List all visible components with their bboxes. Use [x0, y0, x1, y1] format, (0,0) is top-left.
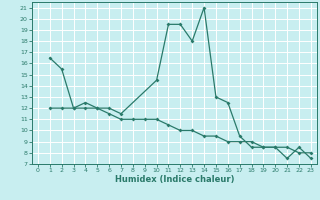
X-axis label: Humidex (Indice chaleur): Humidex (Indice chaleur): [115, 175, 234, 184]
